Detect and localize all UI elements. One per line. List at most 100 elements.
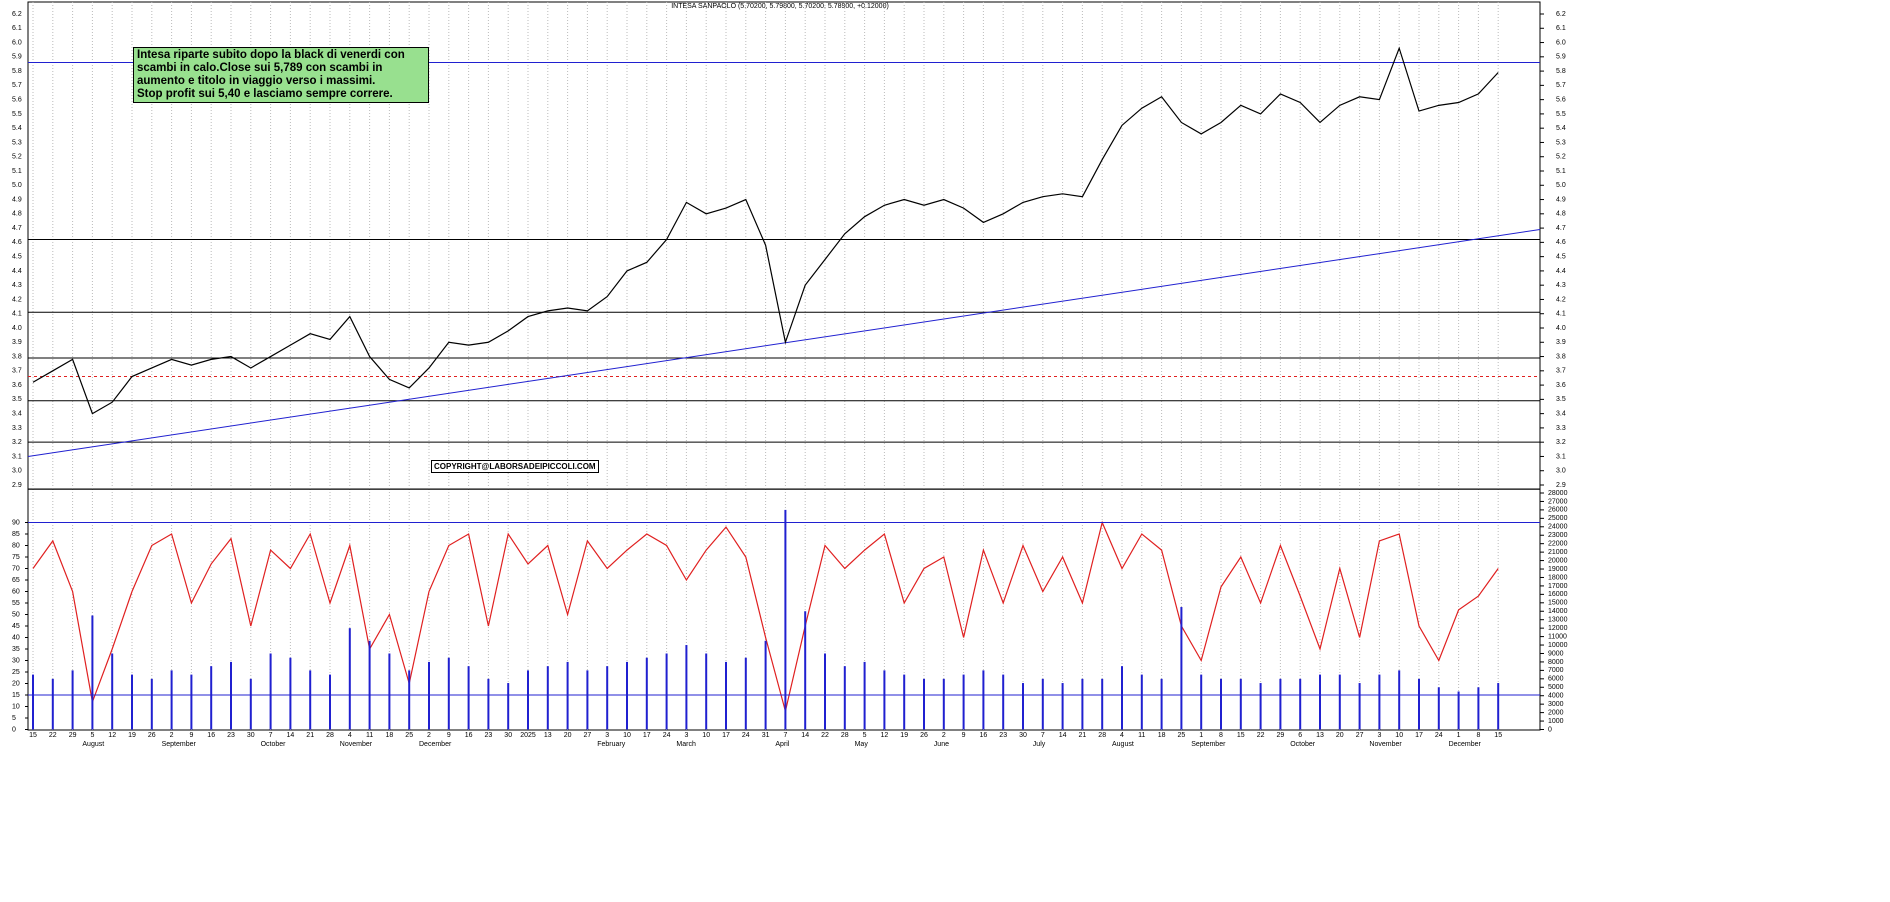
- y2-tick-label: 12000: [1548, 625, 1568, 632]
- y-tick-label-right: 6.0: [1556, 39, 1566, 46]
- x-tick-label: 30: [1019, 732, 1027, 739]
- y-tick-label-right: 5.6: [1556, 96, 1566, 103]
- x-tick-label: 12: [881, 732, 889, 739]
- x-tick-label: 20: [564, 732, 572, 739]
- y2-tick-label: 15000: [1548, 600, 1568, 607]
- x-tick-label: 29: [1277, 732, 1285, 739]
- y-tick-label-right: 3.1: [1556, 453, 1566, 460]
- x-tick-label: 18: [386, 732, 394, 739]
- y2-tick-label: 20000: [1548, 557, 1568, 564]
- y-tick-label: 6.0: [12, 39, 22, 46]
- month-label: October: [261, 741, 287, 748]
- x-tick-label: 29: [69, 732, 77, 739]
- volume-bar: [1121, 666, 1123, 730]
- y-tick-label: 90: [12, 519, 20, 526]
- x-tick-label: 15: [1237, 732, 1245, 739]
- y-tick-label: 45: [12, 623, 20, 630]
- volume-bar: [863, 661, 866, 730]
- x-tick-label: 25: [405, 732, 413, 739]
- y-tick-label-right: 4.3: [1556, 282, 1566, 289]
- volume-bar: [843, 666, 846, 730]
- x-tick-label: 31: [762, 732, 770, 739]
- volume-bar: [626, 661, 628, 730]
- volume-bar: [329, 674, 331, 730]
- x-tick-label: 28: [841, 732, 849, 739]
- x-tick-label: 14: [801, 732, 809, 739]
- x-tick-label: 3: [1377, 732, 1381, 739]
- y-tick-label: 5.0: [12, 182, 22, 189]
- y-tick-label-right: 3.4: [1556, 410, 1566, 417]
- y-tick-label: 35: [12, 646, 20, 653]
- month-label: December: [1449, 741, 1482, 748]
- y2-tick-label: 3000: [1548, 701, 1564, 708]
- volume-bar: [51, 678, 54, 730]
- volume-bar: [744, 657, 747, 730]
- volume-bar: [883, 670, 886, 730]
- x-tick-label: 13: [1316, 732, 1324, 739]
- x-tick-label: 26: [920, 732, 928, 739]
- volume-bar: [962, 674, 965, 730]
- annotation-line: Intesa riparte subito dopo la black di v…: [137, 49, 405, 87]
- x-tick-label: 12: [108, 732, 116, 739]
- x-tick-label: 6: [1298, 732, 1302, 739]
- volume-bar: [1220, 678, 1222, 730]
- y2-tick-label: 2000: [1548, 709, 1564, 716]
- y-tick-label-right: 3.5: [1556, 396, 1566, 403]
- x-tick-label: 2025: [520, 732, 536, 739]
- y2-tick-label: 7000: [1548, 667, 1564, 674]
- x-tick-label: 17: [722, 732, 730, 739]
- x-tick-label: 19: [128, 732, 136, 739]
- volume-bar: [982, 670, 985, 730]
- x-tick-label: 23: [999, 732, 1007, 739]
- x-tick-label: 2: [170, 732, 174, 739]
- x-tick-label: 11: [366, 732, 373, 739]
- y-tick-label: 55: [12, 600, 20, 607]
- volume-bar: [1180, 607, 1183, 730]
- y2-tick-label: 27000: [1548, 498, 1568, 505]
- x-tick-label: 17: [643, 732, 651, 739]
- x-tick-label: 8: [1476, 732, 1480, 739]
- volume-bar: [1022, 683, 1024, 730]
- x-tick-label: 28: [326, 732, 334, 739]
- chart-title: INTESA SANPAOLO (5.70200, 5.79800, 5.702…: [671, 3, 889, 10]
- y-tick-label: 10: [12, 703, 20, 710]
- x-tick-label: 5: [90, 732, 94, 739]
- y-tick-label: 4.4: [12, 268, 22, 275]
- volume-bar: [824, 653, 826, 730]
- volume-bar: [784, 509, 787, 730]
- y-tick-label: 4.9: [12, 196, 22, 203]
- y-tick-label: 3.3: [12, 425, 22, 432]
- copyright: COPYRIGHT@LABORSADEIPICCOLI.COM: [431, 460, 599, 473]
- x-tick-label: 30: [247, 732, 255, 739]
- volume-bar: [903, 674, 906, 730]
- volume-bar: [546, 666, 549, 730]
- x-tick-label: 27: [1356, 732, 1364, 739]
- x-tick-label: 9: [189, 732, 193, 739]
- x-tick-label: 23: [227, 732, 235, 739]
- x-tick-label: 8: [1219, 732, 1223, 739]
- y-tick-label-right: 4.0: [1556, 325, 1566, 332]
- month-label: November: [1369, 741, 1402, 748]
- y-tick-label: 5.8: [12, 68, 22, 75]
- y-tick-label: 70: [12, 565, 20, 572]
- volume-bar: [447, 657, 450, 730]
- y-tick-label: 3.0: [12, 468, 22, 475]
- x-tick-label: 22: [49, 732, 57, 739]
- volume-bar: [428, 661, 430, 730]
- volume-bar: [230, 661, 232, 730]
- x-tick-label: 15: [29, 732, 37, 739]
- volume-bar: [1437, 687, 1440, 730]
- x-tick-label: 26: [148, 732, 156, 739]
- y-tick-label-right: 4.9: [1556, 196, 1566, 203]
- y-tick-label-right: 3.7: [1556, 368, 1566, 375]
- y-tick-label: 5.6: [12, 96, 22, 103]
- y-tick-label-right: 6.1: [1556, 25, 1566, 32]
- y-tick-label-right: 5.5: [1556, 111, 1566, 118]
- y2-tick-label: 1000: [1548, 718, 1564, 725]
- y-tick-label: 3.6: [12, 382, 22, 389]
- month-label: April: [775, 741, 789, 748]
- volume-bar: [289, 657, 292, 730]
- y-tick-label: 6.2: [12, 11, 22, 18]
- x-tick-label: 7: [269, 732, 273, 739]
